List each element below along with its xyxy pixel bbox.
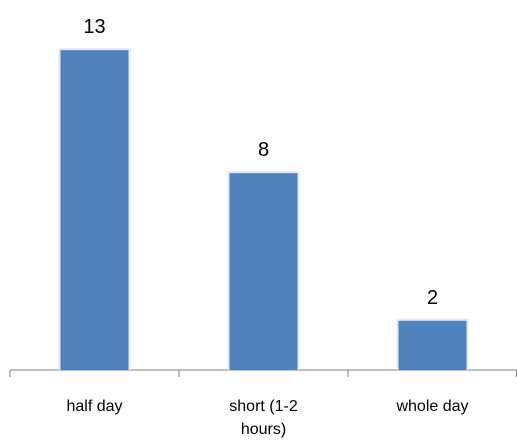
bars xyxy=(58,48,469,370)
data-label: 8 xyxy=(258,139,269,161)
bar-half-day xyxy=(60,50,129,370)
data-label: 2 xyxy=(427,287,438,309)
data-label: 13 xyxy=(83,16,105,38)
bar-whole-day xyxy=(398,320,467,370)
x-tick-label: half day xyxy=(66,398,122,415)
x-tick-labels: half day short (1-2 hours) whole day xyxy=(66,398,468,438)
bar-short-1-2-hours xyxy=(229,173,298,370)
x-tick-label: short (1-2 hours) xyxy=(229,398,298,438)
x-tick-label: whole day xyxy=(395,398,468,415)
x-axis xyxy=(9,369,517,377)
data-labels: 13 8 2 xyxy=(83,16,438,309)
